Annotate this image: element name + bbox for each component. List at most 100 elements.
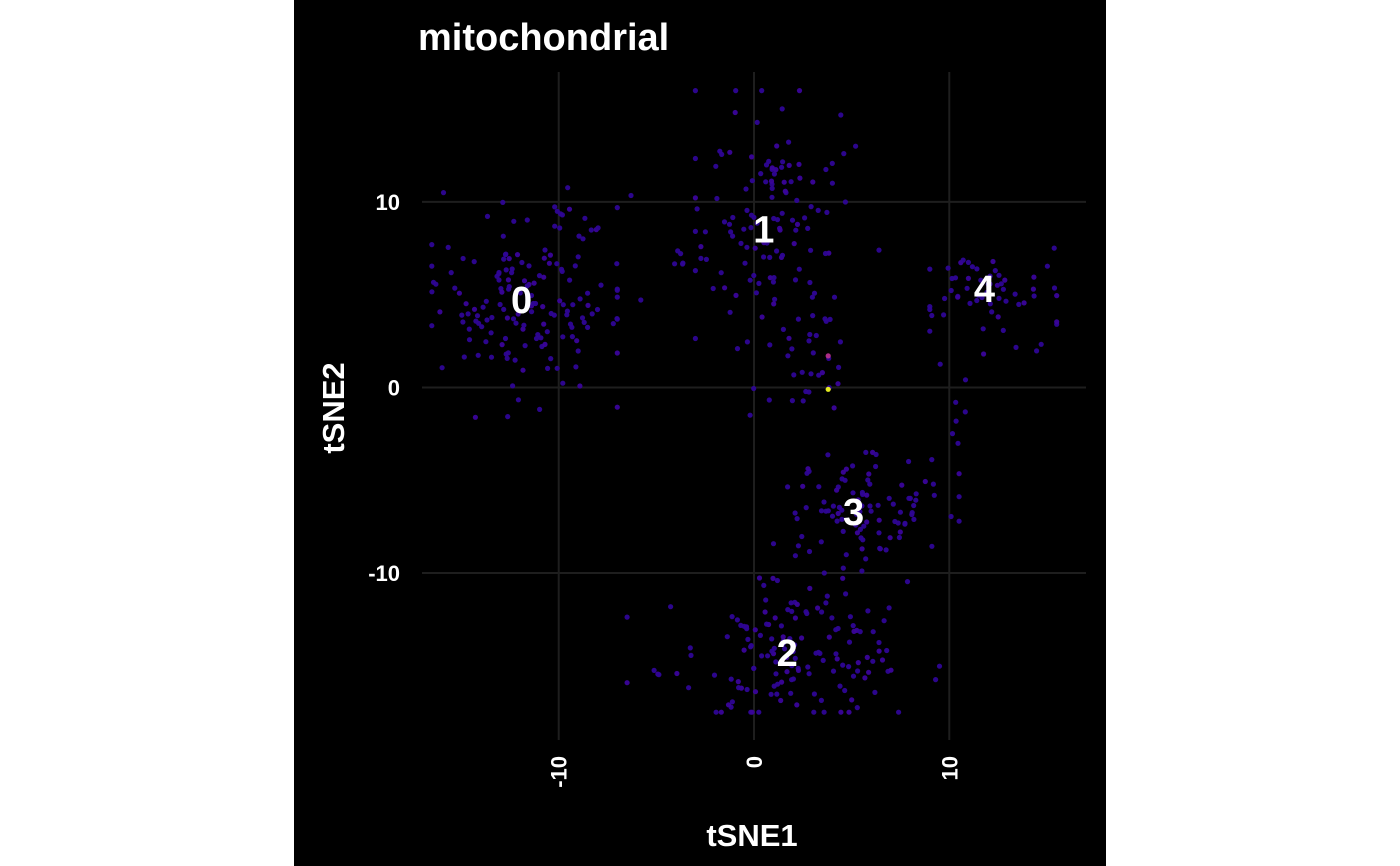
data-point-cluster-1 — [744, 244, 750, 250]
data-point-cluster-4 — [941, 312, 947, 318]
data-point-cluster-1 — [793, 227, 799, 233]
data-point-cluster-3 — [818, 539, 824, 545]
data-point-bridge — [962, 409, 968, 415]
data-point-cluster-0 — [554, 261, 560, 267]
data-point-cluster-1 — [797, 175, 803, 181]
data-point-cluster-4 — [981, 351, 987, 357]
data-point-cluster-0 — [510, 316, 517, 322]
data-point-cluster-0 — [573, 364, 579, 370]
data-point-cluster-1 — [774, 217, 781, 223]
data-point-cluster-2 — [823, 600, 829, 606]
data-point-cluster-2 — [829, 615, 835, 621]
data-point-highlight — [876, 247, 882, 253]
data-point-cluster-2 — [817, 650, 823, 657]
cluster-label-4: 4 — [974, 269, 995, 311]
data-point-cluster-0 — [429, 289, 435, 295]
data-point-cluster-0 — [585, 324, 591, 330]
data-point-cluster-2 — [763, 597, 769, 603]
data-point-cluster-3 — [855, 497, 861, 503]
data-point-cluster-0 — [557, 298, 563, 304]
data-point-cluster-1 — [771, 275, 777, 281]
data-point-cluster-2 — [833, 651, 839, 657]
data-point-cluster-1 — [698, 244, 704, 250]
data-point-cluster-2 — [886, 605, 892, 611]
data-point-cluster-3 — [899, 482, 905, 488]
data-point-cluster-0 — [483, 339, 489, 345]
data-point-cluster-3 — [859, 546, 865, 552]
data-point-cluster-1 — [796, 161, 802, 167]
data-point-cluster-2 — [864, 654, 870, 661]
grid-lines — [422, 72, 1086, 740]
data-point-cluster-1 — [692, 268, 698, 274]
data-point-highlight — [835, 381, 841, 387]
data-point-cluster-3 — [956, 518, 962, 524]
data-point-cluster-1 — [771, 301, 777, 307]
data-point-cluster-0 — [448, 270, 454, 276]
data-point-bridge — [610, 321, 616, 327]
data-point-cluster-0 — [574, 338, 580, 344]
data-point-cluster-3 — [859, 489, 866, 496]
data-point-cluster-4 — [1003, 298, 1009, 304]
data-point-cluster-0 — [521, 278, 528, 284]
data-point-cluster-1 — [756, 280, 762, 286]
data-point-cluster-4 — [952, 275, 959, 281]
data-point-cluster-2 — [752, 689, 759, 695]
data-point-cluster-3 — [897, 529, 903, 535]
data-point-cluster-3 — [840, 575, 846, 581]
data-point-cluster-2 — [711, 672, 718, 678]
data-point-highlight — [825, 386, 831, 392]
data-point-cluster-0 — [575, 254, 581, 260]
data-point-cluster-3 — [806, 548, 813, 555]
data-point-cluster-1 — [761, 254, 767, 260]
data-point-cluster-0 — [524, 283, 530, 289]
data-point-cluster-0 — [577, 296, 583, 302]
data-point-bridge — [564, 312, 570, 318]
data-point-cluster-0 — [541, 274, 547, 280]
data-point-bridge — [565, 185, 571, 191]
data-point-cluster-2 — [789, 608, 795, 615]
data-point-cluster-3 — [805, 466, 811, 472]
data-point-cluster-0 — [437, 309, 443, 315]
data-point-cluster-4 — [1021, 300, 1027, 306]
data-point-cluster-4 — [995, 314, 1001, 320]
cluster-label-0: 0 — [511, 280, 532, 322]
data-point-cluster-2 — [775, 681, 781, 687]
data-point-cluster-1 — [796, 88, 803, 94]
y-tick-label: 0 — [388, 375, 400, 400]
data-point-bridge — [930, 481, 937, 487]
data-point-cluster-1 — [741, 226, 747, 232]
data-point-cluster-1 — [766, 158, 772, 164]
data-point-cluster-2 — [815, 605, 821, 611]
data-point-cluster-3 — [836, 504, 843, 510]
data-point-cluster-2 — [838, 709, 844, 715]
data-point-cluster-0 — [488, 330, 494, 336]
data-point-cluster-1 — [753, 290, 759, 296]
data-point-cluster-1 — [815, 207, 821, 213]
data-point-cluster-2 — [718, 709, 724, 715]
data-point-cluster-1 — [744, 339, 750, 345]
data-point-cluster-1 — [802, 215, 808, 221]
data-point-cluster-2 — [773, 659, 779, 665]
data-point-cluster-3 — [792, 510, 798, 516]
data-point-cluster-1 — [831, 294, 838, 300]
data-point-bridge — [823, 318, 829, 324]
data-point-cluster-0 — [465, 311, 471, 317]
data-point-cluster-2 — [896, 709, 902, 715]
data-point-cluster-3 — [948, 513, 954, 520]
data-point-cluster-2 — [819, 609, 825, 615]
data-point-cluster-3 — [850, 463, 856, 469]
data-point-cluster-0 — [479, 324, 485, 330]
data-point-cluster-0 — [594, 306, 601, 313]
data-point-cluster-1 — [759, 314, 765, 320]
data-point-cluster-4 — [996, 295, 1002, 301]
data-point-cluster-0 — [484, 317, 490, 323]
data-point-cluster-0 — [471, 306, 478, 312]
data-point-cluster-0 — [530, 300, 536, 307]
data-point-cluster-2 — [745, 636, 751, 643]
data-point-cluster-0 — [614, 286, 620, 292]
data-point-cluster-4 — [965, 259, 972, 265]
data-point-cluster-2 — [759, 653, 765, 659]
data-point-cluster-0 — [520, 326, 526, 332]
data-point-cluster-3 — [868, 508, 874, 514]
data-point-cluster-0 — [483, 298, 489, 304]
